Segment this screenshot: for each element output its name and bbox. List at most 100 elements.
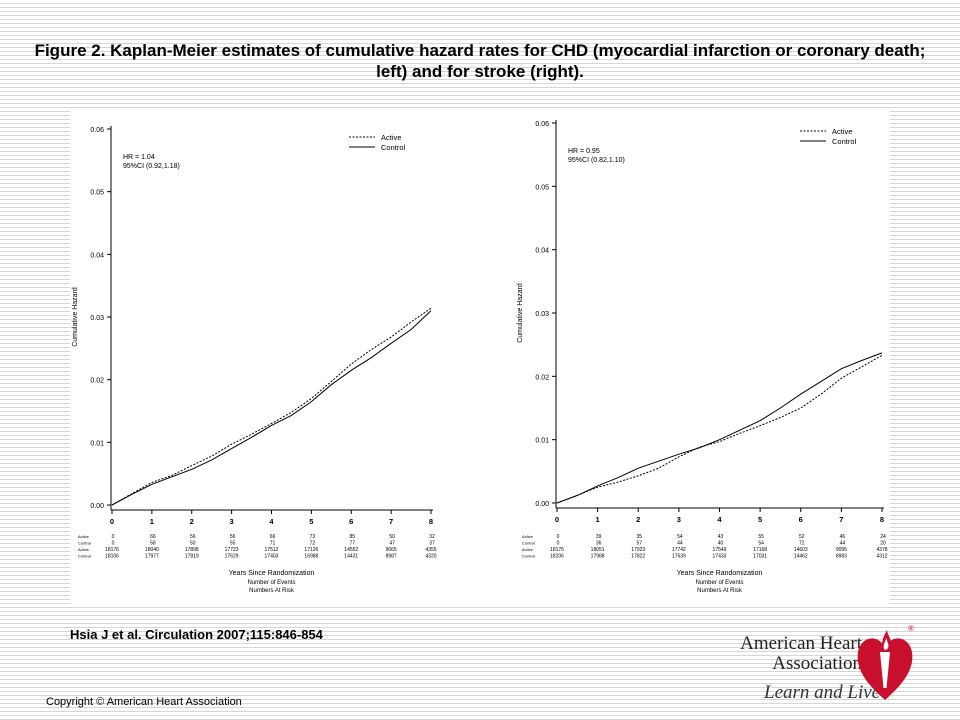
chart2-risk-cell: 17168	[753, 547, 767, 553]
chart1-risk-cell: 50	[389, 534, 395, 540]
chart1-y-tick-label: 0.06	[90, 127, 104, 134]
chart2-risk-cell: 44	[840, 541, 846, 547]
chart2-risk-cell: 39	[596, 534, 602, 540]
chart2-risk-cell: 14603	[794, 547, 808, 553]
chart2-y-tick-label: 0.05	[535, 184, 549, 191]
chart2-risk-cell: 9095	[836, 547, 847, 553]
chart2-series-control	[556, 352, 883, 504]
chart2-risk-cell: 4378	[876, 547, 887, 553]
chart1-x-tick-label: 7	[389, 517, 393, 526]
chart2-hr-annotation: HR = 0.95	[568, 148, 600, 155]
chart1-risk-cell: 72	[310, 541, 316, 547]
chart2-risk-cell: 57	[636, 541, 642, 547]
chart1-risk-cell: 85	[349, 534, 355, 540]
chart1-y-tick-label: 0.00	[90, 503, 104, 510]
chart1-risk-cell: 14431	[344, 554, 358, 560]
chart1-risk-row-label: Control	[78, 554, 91, 559]
chart1-risk-cell: 4320	[425, 554, 436, 560]
chart2-risk-cell: 54	[758, 541, 764, 547]
chart1-series-control	[111, 310, 432, 506]
chart2-y-tick-label: 0.01	[535, 438, 549, 445]
chart1-risk-cell: 66	[150, 534, 156, 540]
chart1-risk-cell: 58	[150, 541, 156, 547]
chart1-risk-cell: 17723	[225, 547, 239, 553]
chart1-x-tick-label: 0	[110, 517, 114, 526]
chart1-risk-cell: 18106	[105, 554, 119, 560]
chart1-risk-cell: 32	[429, 534, 435, 540]
chart2-x-axis-sublabel: Numbers At Risk	[697, 588, 743, 594]
chart1-risk-cell: 17512	[265, 547, 279, 553]
slide-title: Figure 2. Kaplan-Meier estimates of cumu…	[34, 41, 926, 81]
chart2-risk-cell: 36	[596, 541, 602, 547]
chart2-risk-cell: 8983	[836, 554, 847, 560]
chart1-y-tick-label: 0.02	[90, 378, 104, 385]
chart1-x-tick-label: 1	[150, 517, 154, 526]
chart1-risk-cell: 17126	[304, 547, 318, 553]
chart1-hr-annotation: 95%CI (0.92,1.18)	[123, 163, 180, 170]
chart1-risk-cell: 17403	[265, 554, 279, 560]
chart2-series-active	[556, 354, 883, 504]
chart1-risk-cell: 16988	[304, 554, 318, 560]
chart2-risk-cell: 17742	[672, 547, 686, 553]
chart1-x-axis-label: Years Since Randomization	[229, 570, 315, 577]
chart1-risk-row-label: Control	[78, 541, 91, 546]
chart2-risk-cell: 35	[636, 534, 642, 540]
chart2-y-tick-label: 0.04	[535, 248, 549, 255]
chart1-risk-cell: 47	[389, 541, 395, 547]
chart1-risk-cell: 4355	[425, 547, 436, 553]
registered-mark: ®	[908, 624, 914, 633]
chart2-x-tick-label: 5	[758, 515, 762, 524]
chart1-y-tick-label: 0.01	[90, 440, 104, 447]
chart1-risk-row-label: Active	[78, 547, 90, 552]
chart2-risk-cell: 52	[799, 534, 805, 540]
figure-panel: 0.00 0.01 0.02 0.03 0.04 0.05 0.06 0 1 2 3 4 5 6 7 8 Cum…	[70, 108, 890, 605]
chart1-y-tick-label: 0.05	[90, 190, 104, 197]
chart1-risk-cell: 66	[270, 534, 276, 540]
chart2-risk-cell: 17639	[672, 554, 686, 560]
chart1-risk-cell: 17629	[225, 554, 239, 560]
chart2-risk-cell: 18051	[591, 547, 605, 553]
chart1-x-tick-label: 2	[190, 517, 194, 526]
aha-logo: American Heart Association Learn and Live…	[718, 620, 918, 712]
chart1-x-tick-label: 6	[349, 517, 353, 526]
chart2-risk-row-label: Control	[522, 541, 535, 546]
chart2-legend-label: Control	[832, 137, 857, 146]
chart2-risk-cell: 0	[557, 534, 560, 540]
chart2-risk-cell: 55	[758, 534, 764, 540]
chart1-risk-row-label: Active	[78, 534, 90, 539]
chart1-risk-cell: 0	[112, 541, 115, 547]
chart1-risk-cell: 8987	[386, 554, 397, 560]
chart2-risk-cell: 4312	[876, 554, 887, 560]
chart1-risk-cell: 37	[429, 541, 435, 547]
chart1-risk-cell: 73	[310, 534, 316, 540]
chart1-x-tick-label: 8	[429, 517, 433, 526]
chart1-risk-cell: 0	[112, 534, 115, 540]
chart1-y-tick-label: 0.04	[90, 252, 104, 259]
chart1-hr-annotation: HR = 1.04	[123, 154, 155, 161]
chart1-risk-cell: 71	[270, 541, 276, 547]
chart1-risk-cell: 55	[230, 541, 236, 547]
chart2-risk-cell: 17549	[713, 547, 727, 553]
chart1-y-axis-label: Cumulative Hazard	[72, 287, 79, 347]
chart2-x-tick-label: 1	[596, 515, 600, 524]
chart1-x-tick-label: 3	[230, 517, 234, 526]
chart2-risk-cell: 18176	[550, 547, 564, 553]
chart2-y-tick-label: 0.06	[535, 121, 549, 128]
chart1-risk-cell: 17819	[185, 554, 199, 560]
chart1-series-active	[111, 307, 432, 506]
chart1-risk-cell: 9065	[386, 547, 397, 553]
chart1-risk-cell: 14552	[344, 547, 358, 553]
chart1-risk-cell: 56	[230, 534, 236, 540]
aha-logo-name-line: American Heart	[740, 633, 862, 654]
chart2-legend-label: Active	[832, 127, 852, 136]
chart2-risk-cell: 17822	[631, 554, 645, 560]
aha-logo-tagline: Learn and Live	[764, 682, 881, 703]
citation: Hsia J et al. Circulation 2007;115:846-8…	[70, 627, 323, 642]
chart2-x-tick-label: 6	[799, 515, 803, 524]
chart2-y-tick-label: 0.03	[535, 311, 549, 318]
chart2-x-tick-label: 4	[717, 515, 722, 524]
chart2-risk-cell: 44	[677, 541, 683, 547]
chart2-risk-cell: 72	[799, 541, 805, 547]
chart2-risk-cell: 46	[840, 534, 846, 540]
chart1-x-tick-label: 5	[309, 517, 313, 526]
